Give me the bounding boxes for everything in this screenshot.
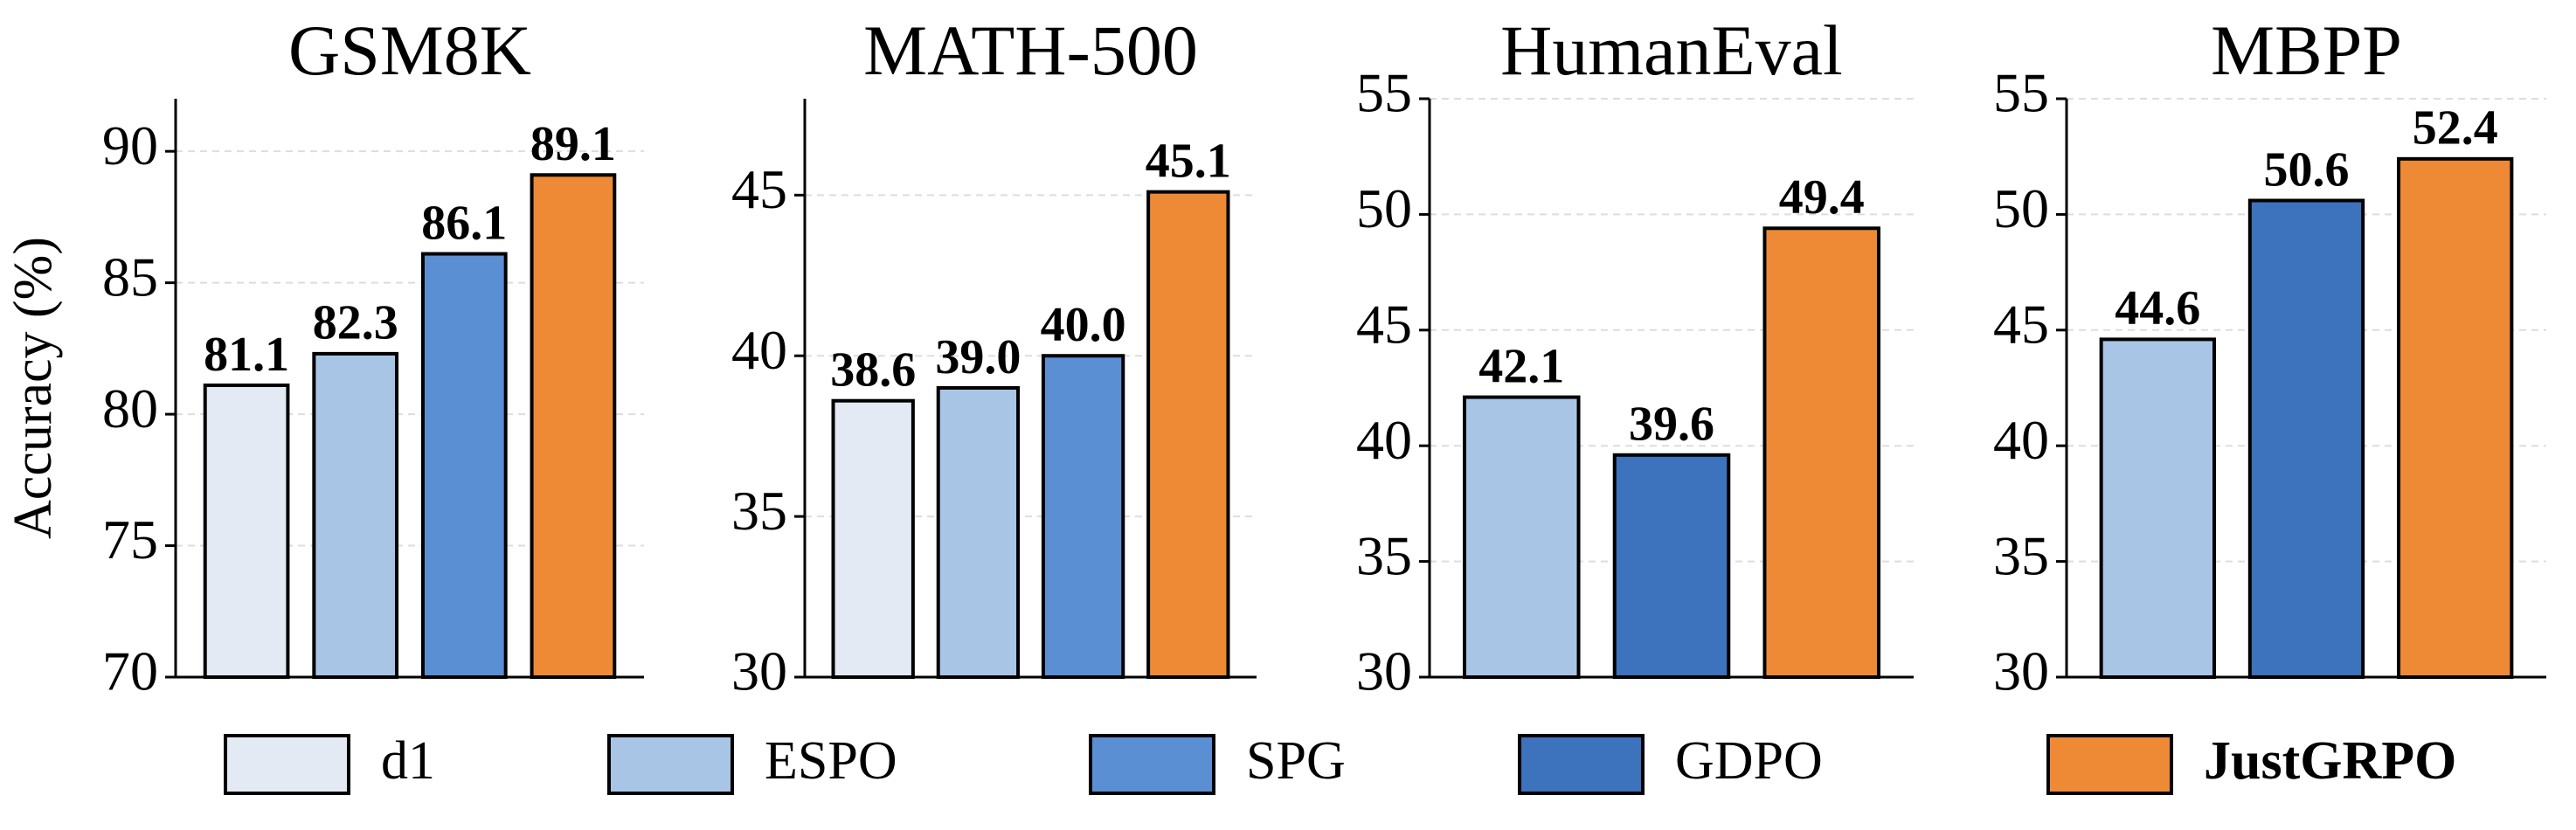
bar	[312, 351, 399, 679]
value-label: 50.6	[2264, 142, 2350, 197]
value-label: 39.0	[935, 330, 1021, 384]
y-tick-label: 45	[731, 158, 787, 220]
bar	[530, 173, 617, 680]
bar	[2099, 337, 2216, 679]
legend-swatch	[1518, 734, 1645, 795]
legend-label: GDPO	[1675, 731, 1823, 791]
y-tick-label: 30	[731, 640, 787, 702]
y-tick-label: 75	[102, 508, 158, 571]
y-tick-label: 30	[1356, 640, 1412, 702]
y-tick-label: 30	[1993, 640, 2049, 702]
legend-swatch	[2046, 734, 2173, 795]
bar	[1612, 453, 1731, 679]
legend-label: JustGRPO	[2204, 731, 2456, 791]
chart-title: MBPP	[2211, 10, 2402, 90]
y-tick-label: 45	[1993, 293, 2049, 355]
bar	[1146, 190, 1230, 679]
y-tick-label: 55	[1993, 62, 2049, 124]
y-axis-label: Accuracy (%)	[3, 237, 63, 539]
y-tick-label: 40	[731, 319, 787, 381]
chart-title: GSM8K	[288, 10, 531, 90]
y-tick-label: 35	[731, 480, 787, 542]
bar	[420, 252, 508, 679]
value-label: 45.1	[1146, 134, 1231, 188]
value-label: 82.3	[313, 296, 398, 350]
legend-label: d1	[381, 731, 435, 791]
bar	[2397, 156, 2514, 679]
chart-title: HumanEval	[1500, 10, 1843, 90]
value-label: 89.1	[530, 117, 616, 171]
value-label: 38.6	[830, 343, 916, 398]
value-label: 39.6	[1629, 398, 1714, 452]
value-label: 86.1	[421, 196, 507, 250]
y-tick-label: 85	[102, 246, 158, 308]
chart-title: MATH-500	[863, 10, 1198, 90]
value-label: 42.1	[1478, 339, 1564, 393]
value-label: 52.4	[2413, 101, 2498, 156]
y-tick-label: 90	[102, 114, 158, 176]
y-tick-label: 50	[1993, 177, 2049, 239]
bar	[831, 398, 915, 679]
y-tick-label: 40	[1356, 409, 1412, 471]
value-label: 49.4	[1779, 170, 1865, 225]
legend-swatch	[224, 734, 350, 795]
legend-swatch	[607, 734, 734, 795]
bar	[203, 383, 290, 679]
y-tick-label: 55	[1356, 62, 1412, 124]
bar	[1762, 226, 1881, 679]
y-tick-label: 80	[102, 377, 158, 439]
y-tick-label: 35	[1356, 524, 1412, 586]
bar	[2247, 198, 2365, 679]
value-label: 44.6	[2115, 281, 2200, 335]
y-tick-label: 35	[1993, 524, 2049, 586]
y-tick-label: 50	[1356, 177, 1412, 239]
y-tick-label: 40	[1993, 409, 2049, 471]
bar	[1462, 395, 1581, 679]
legend-swatch	[1089, 734, 1215, 795]
legend-label: ESPO	[765, 731, 897, 791]
bar	[936, 386, 1021, 679]
bar	[1041, 354, 1125, 679]
y-tick-label: 45	[1356, 293, 1412, 355]
value-label: 40.0	[1041, 298, 1126, 352]
y-tick-label: 70	[102, 640, 158, 702]
value-label: 81.1	[204, 328, 289, 382]
legend-label: SPG	[1246, 731, 1346, 791]
